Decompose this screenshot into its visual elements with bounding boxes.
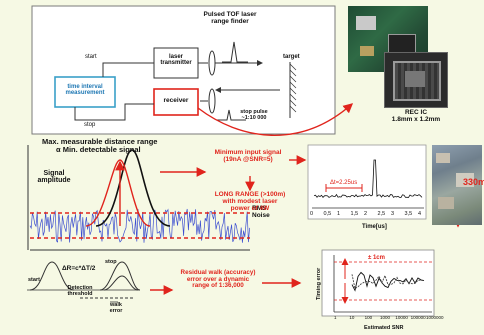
timing-ylabel: Timing error <box>316 267 322 300</box>
timing-tick-label: 10 <box>349 315 355 320</box>
rec-ic-photo <box>384 52 448 108</box>
scope-xlabel: Time[us] <box>362 224 387 230</box>
building-b <box>456 173 474 187</box>
stop-pulse-small <box>103 275 139 291</box>
distance-330m-label: 330m <box>463 177 484 187</box>
timing-tick-label: 1 <box>334 315 337 320</box>
scope-tick-label: 0,5 <box>323 211 332 217</box>
signal-amplitude-label: Signal amplitude <box>37 170 71 185</box>
timing-tick-label: 10000 <box>395 315 408 320</box>
target-hatch <box>289 63 297 113</box>
timing-tick-label: 100 <box>364 315 373 320</box>
receiver-label: receiver <box>163 97 189 104</box>
pcb-connector <box>360 46 374 56</box>
scope-tick-label: 3 <box>391 211 395 217</box>
start-label: start <box>85 54 97 60</box>
band-label: ± 1cm <box>368 255 385 261</box>
scope-tick-label: 0 <box>310 211 314 217</box>
scope-frame <box>307 144 427 220</box>
walk-error-label: walk error <box>109 302 123 314</box>
start-pulse <box>29 261 75 291</box>
laser-pulse <box>222 41 248 63</box>
tx-lens <box>208 50 216 76</box>
detection-threshold-label: Detection threshold <box>67 285 93 297</box>
distance-heading: Max. measurable distance range α Min. det… <box>42 137 158 154</box>
timing-series-a <box>351 271 425 292</box>
receiver-to-ic-arrow <box>197 103 354 136</box>
signal-pulse-black <box>95 149 171 227</box>
stop-label: stop <box>84 122 96 128</box>
stop-wire <box>74 103 154 121</box>
timing-chart <box>321 249 435 317</box>
aerial-photo <box>432 145 482 225</box>
noise-plot <box>27 145 250 251</box>
rx-lens <box>208 88 216 114</box>
min-input-label: Minimum input signal (19nA @SNR=5) <box>214 149 282 163</box>
timing-series-b <box>351 274 425 290</box>
laser-transmitter-label: laser transmitter <box>160 54 192 67</box>
signal-pulse-red <box>85 159 151 227</box>
walk-stop-label: stop <box>105 259 117 265</box>
noise-trace <box>29 208 250 243</box>
delta-r-formula: ΔR=c*ΔT/2 <box>62 265 96 272</box>
scope-chart <box>307 144 427 220</box>
block-diagram-title: Pulsed TOF laser range finder <box>203 11 257 25</box>
residual-walk-label: Residual walk (accuracy) error over a dyn… <box>180 269 256 290</box>
target-label: target <box>283 54 300 60</box>
start-wire <box>102 62 154 77</box>
laser-transmitter-box <box>153 47 199 79</box>
scope-tick-label: 2 <box>364 211 368 217</box>
rec-ic-label: REC IC 1.8mm x 1.2mm <box>391 109 441 123</box>
building-a <box>436 153 450 163</box>
timing-tick-label: 100000 <box>410 315 426 320</box>
dt-label: Δt=2.25us <box>330 180 358 186</box>
rms-noise-label: RMS Noise <box>252 205 270 219</box>
scope-tick-label: 2,5 <box>377 211 386 217</box>
scope-tick-label: 3,5 <box>404 211 413 217</box>
timing-tick-label: 1000 <box>380 315 391 320</box>
building-c <box>438 197 454 209</box>
scope-trace <box>313 159 423 199</box>
stop-pulse-label: stop pulse ~1:10 000 <box>240 109 268 121</box>
timing-xlabel: Estimated SNR <box>364 325 404 331</box>
timing-tick-label: 1000000 <box>426 315 444 320</box>
scope-tick-label: 4 <box>418 211 422 217</box>
time-interval-label: time interval measurement <box>65 84 105 97</box>
pcb-component <box>356 16 376 30</box>
receiver-box <box>153 88 199 116</box>
stop-pulse <box>216 109 246 121</box>
stop-pulse-large <box>99 261 141 291</box>
scope-tick-label: 1,5 <box>350 211 359 217</box>
long-range-label: LONG RANGE (>100m) with modest laser power… <box>214 191 286 212</box>
scope-tick-label: 1 <box>337 211 341 217</box>
time-interval-box <box>54 76 116 108</box>
ic-die-block <box>405 71 425 87</box>
walk-start-label: start <box>28 277 40 283</box>
walk-error-sketch <box>27 261 302 303</box>
